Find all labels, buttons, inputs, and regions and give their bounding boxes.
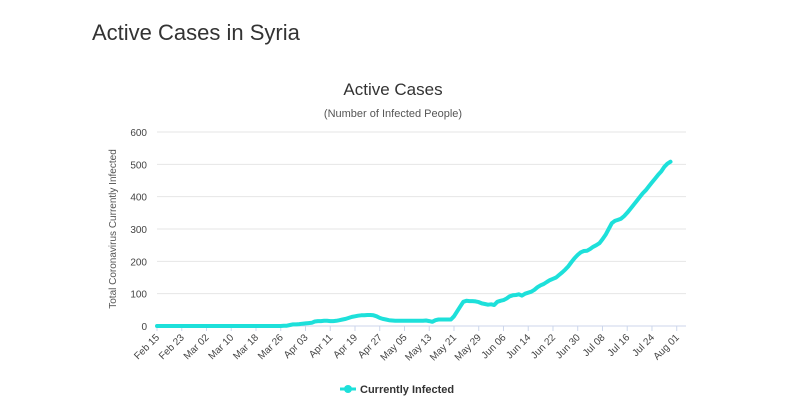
y-tick-label: 0 (141, 322, 147, 333)
y-tick-label: 300 (130, 225, 147, 236)
chart-subtitle: (Number of Infected People) (324, 108, 462, 120)
x-tick-label: Jul 16 (606, 332, 633, 359)
x-tick-label: Mar 02 (182, 332, 212, 362)
x-tick-label: Feb 15 (132, 332, 162, 362)
x-tick-label: Jun 30 (554, 332, 583, 361)
y-tick-label: 200 (130, 257, 147, 268)
y-tick-label: 100 (130, 290, 147, 301)
y-tick-label: 500 (130, 160, 147, 171)
x-tick-label: Apr 03 (282, 332, 311, 361)
page-title: Active Cases in Syria (92, 20, 300, 45)
chart-title: Active Cases (343, 80, 442, 99)
x-tick-label: Jun 06 (480, 332, 509, 361)
y-tick-label: 600 (130, 128, 147, 139)
x-tick-label: Feb 23 (157, 332, 187, 362)
y-tick-label: 400 (130, 193, 147, 204)
x-tick-label: Mar 18 (231, 332, 261, 362)
x-tick-label: Jul 08 (581, 332, 608, 359)
x-tick-label: Aug 01 (652, 332, 682, 362)
legend-marker (344, 385, 352, 393)
x-tick-label: Mar 10 (207, 332, 237, 362)
y-axis-title: Total Coronavirus Currently Infected (108, 149, 119, 309)
series-group (155, 159, 673, 328)
legend-label[interactable]: Currently Infected (360, 384, 454, 396)
x-tick-label: May 29 (453, 332, 484, 363)
x-tick-label: Apr 19 (331, 332, 360, 361)
x-tick-label: Jun 14 (504, 332, 533, 361)
legend[interactable]: Currently Infected (340, 384, 454, 396)
x-tick-label: Mar 26 (256, 332, 286, 362)
y-axis-ticks: 0 100 200 300 400 500 600 (130, 128, 147, 333)
x-tick-label: Apr 11 (307, 332, 335, 360)
series-line-currently-infected (155, 159, 673, 328)
x-tick-label: Jun 22 (529, 332, 558, 361)
